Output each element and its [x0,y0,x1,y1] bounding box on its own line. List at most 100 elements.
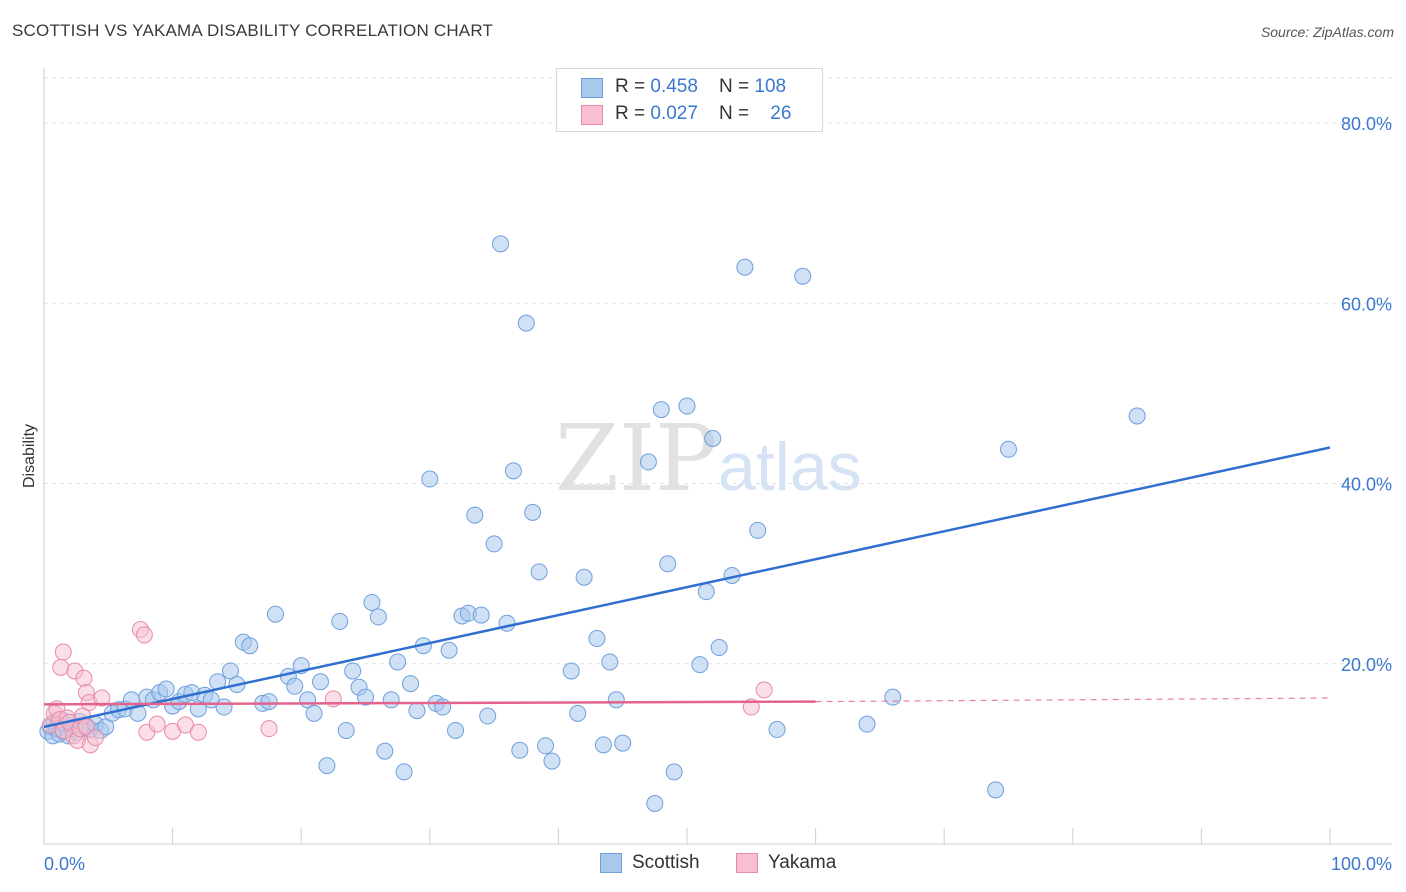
yakama-r-label: R = [615,103,651,124]
x-tick-label-min: 0.0% [44,854,85,874]
grid-lines [44,77,1392,665]
scottish-point [376,742,394,760]
scottish-point [479,707,497,725]
scottish-point [768,721,786,739]
scottish-point [1000,440,1017,458]
scottish-point [215,698,233,716]
scottish-point [652,401,670,419]
scottish-point [260,693,278,711]
x-tick-label-max: 100.0% [1331,854,1392,874]
scottish-point [498,614,516,632]
scottish-swatch [581,78,603,98]
scottish-point [305,704,323,722]
yakama-point [75,669,93,687]
y-tick-label: 60.0% [1341,294,1392,314]
scottish-point [266,605,284,623]
chart-title: SCOTTISH VS YAKAMA DISABILITY CORRELATIO… [12,21,494,40]
axes [43,68,1392,845]
yakama-trend-line [43,700,816,706]
scottish-legend-label: Scottish [632,852,700,873]
scottish-r-label: R = [615,76,651,97]
scottish-point [382,691,400,709]
scottish-point [157,680,175,698]
scottish-point [646,794,664,812]
scottish-point [517,314,535,332]
trend-lines [43,446,1331,729]
scottish-point [344,662,362,680]
scottish-point [504,462,522,480]
scottish-point [421,470,439,488]
scottish-point [1128,407,1146,425]
yakama-point [86,729,104,747]
scottish-point [659,555,677,573]
scottish-point [639,453,657,471]
yakama-r-value: 0.027 [650,103,698,124]
yakama-trend-extension [815,697,1331,703]
yakama-point [52,658,70,676]
scottish-point [447,721,465,739]
yakama-point [189,723,207,741]
scottish-point [575,568,593,586]
scottish-point [794,267,812,285]
scottish-n-value: 108 [754,76,787,97]
scottish-point [736,258,754,276]
scottish-point [697,583,715,601]
scottish-point [331,612,349,630]
scottish-point [524,503,542,521]
watermark: ZIP atlas [555,405,862,512]
scottish-point [402,675,420,693]
scottish-point [884,688,902,706]
scottish-point [665,763,683,781]
yakama-legend-swatch [736,853,758,873]
watermark-atlas: atlas [718,429,862,505]
scottish-point [492,235,510,253]
scottish-point [588,630,606,648]
scottish-point [710,639,728,657]
scottish-point [562,662,580,680]
axis-labels: 20.0% 40.0% 60.0% 80.0% 0.0% 100.0% Disability [21,114,1392,874]
scottish-point [749,521,767,539]
scottish-point [357,688,374,706]
scottish-point [485,535,503,553]
scottish-point [472,606,490,624]
y-tick-label: 80.0% [1341,114,1392,134]
scottish-point [440,641,458,659]
scottish-point [363,593,381,611]
scottish-point [601,653,619,671]
scottish-point [537,737,555,755]
y-tick-label: 40.0% [1341,475,1392,495]
y-axis-label: Disability [21,424,38,488]
scottish-n-label: N = [719,76,755,97]
scottish-point [987,781,1005,799]
yakama-point [148,715,166,733]
scottish-point [607,691,625,709]
yakama-n-label: N = [719,103,755,124]
yakama-swatch [581,105,603,125]
scottish-point [569,704,587,722]
scottish-point [408,702,426,720]
scottish-point [395,763,413,781]
scottish-point [466,506,484,524]
scottish-point [318,757,336,775]
scottish-r-value: 0.458 [650,76,698,97]
yakama-legend-label: Yakama [768,852,837,873]
yakama-point [135,626,153,644]
scottish-point [337,721,355,739]
scottish-legend-swatch [600,853,622,873]
scottish-point [614,734,632,752]
stats-legend: R = 0.458 N = 108 R = 0.027 N = 26 [556,68,823,132]
scottish-point [241,637,259,655]
scottish-point [286,677,304,695]
y-tick-label: 20.0% [1341,655,1392,675]
watermark-zip: ZIP [555,405,717,512]
yakama-n-value: 26 [770,103,792,124]
scottish-point [311,673,329,691]
scottish-point [369,608,387,626]
scottish-point [530,563,548,581]
scottish-point [858,715,876,733]
scottish-trend-line [43,446,1331,729]
scottish-point [678,397,696,415]
yakama-point [176,716,194,734]
scottish-point [434,698,452,716]
